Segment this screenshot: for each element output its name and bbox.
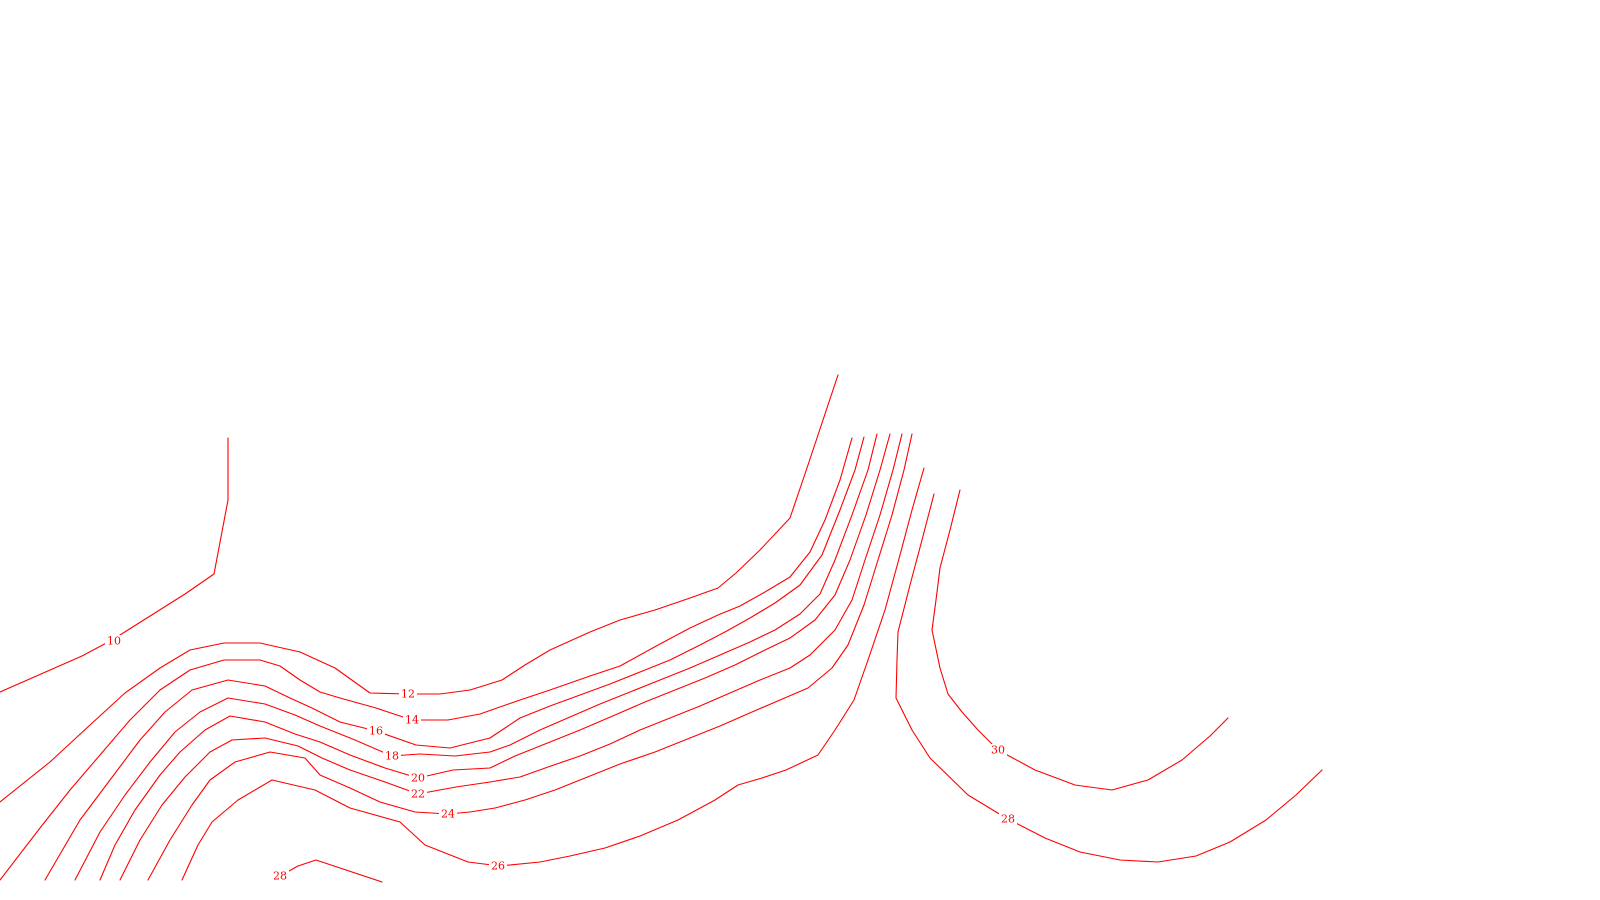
contour-28-right-label-mask	[999, 813, 1017, 825]
contour-18-line	[74, 433, 878, 881]
contour-14-label: 14	[405, 714, 419, 727]
contour-28-right-label: 28	[1001, 813, 1015, 826]
contour-18-label-mask	[383, 750, 401, 762]
contour-24-label-mask	[439, 808, 457, 820]
contour-10-label-mask	[105, 635, 123, 647]
contour-24-label: 24	[441, 808, 455, 821]
contour-16-line	[44, 436, 865, 881]
contour-20-line	[99, 433, 891, 881]
contour-22-line	[119, 433, 903, 881]
contour-30-right-label-mask	[989, 744, 1007, 756]
contour-20-label: 20	[411, 772, 425, 785]
contour-30-right-label: 30	[991, 744, 1005, 757]
contour-24-line	[147, 433, 913, 881]
contour-28-right-line	[895, 493, 1323, 863]
contour-22-label-mask	[409, 788, 427, 800]
contour-28-left-label: 28	[273, 870, 287, 883]
contour-18-label: 18	[385, 750, 399, 763]
contour-16-label-mask	[367, 725, 385, 737]
contour-20-label-mask	[409, 772, 427, 784]
contour-10-line	[0, 437, 229, 693]
contour-26-label: 26	[491, 860, 505, 873]
contour-26-label-mask	[489, 860, 507, 872]
contour-30-right-line	[931, 489, 1229, 791]
contour-10-label: 10	[107, 635, 121, 648]
contour-14-line	[0, 437, 853, 881]
contour-12-label-mask	[399, 688, 417, 700]
contour-lines	[0, 374, 1323, 883]
contour-26-line	[181, 467, 925, 881]
contour-12-label: 12	[401, 688, 415, 701]
contour-22-label: 22	[411, 788, 425, 801]
contour-14-label-mask	[403, 714, 421, 726]
contour-28-left-label-mask	[271, 870, 289, 882]
contour-28-left-line	[279, 859, 383, 883]
contour-12-line	[0, 374, 839, 803]
contour-16-label: 16	[369, 725, 383, 738]
